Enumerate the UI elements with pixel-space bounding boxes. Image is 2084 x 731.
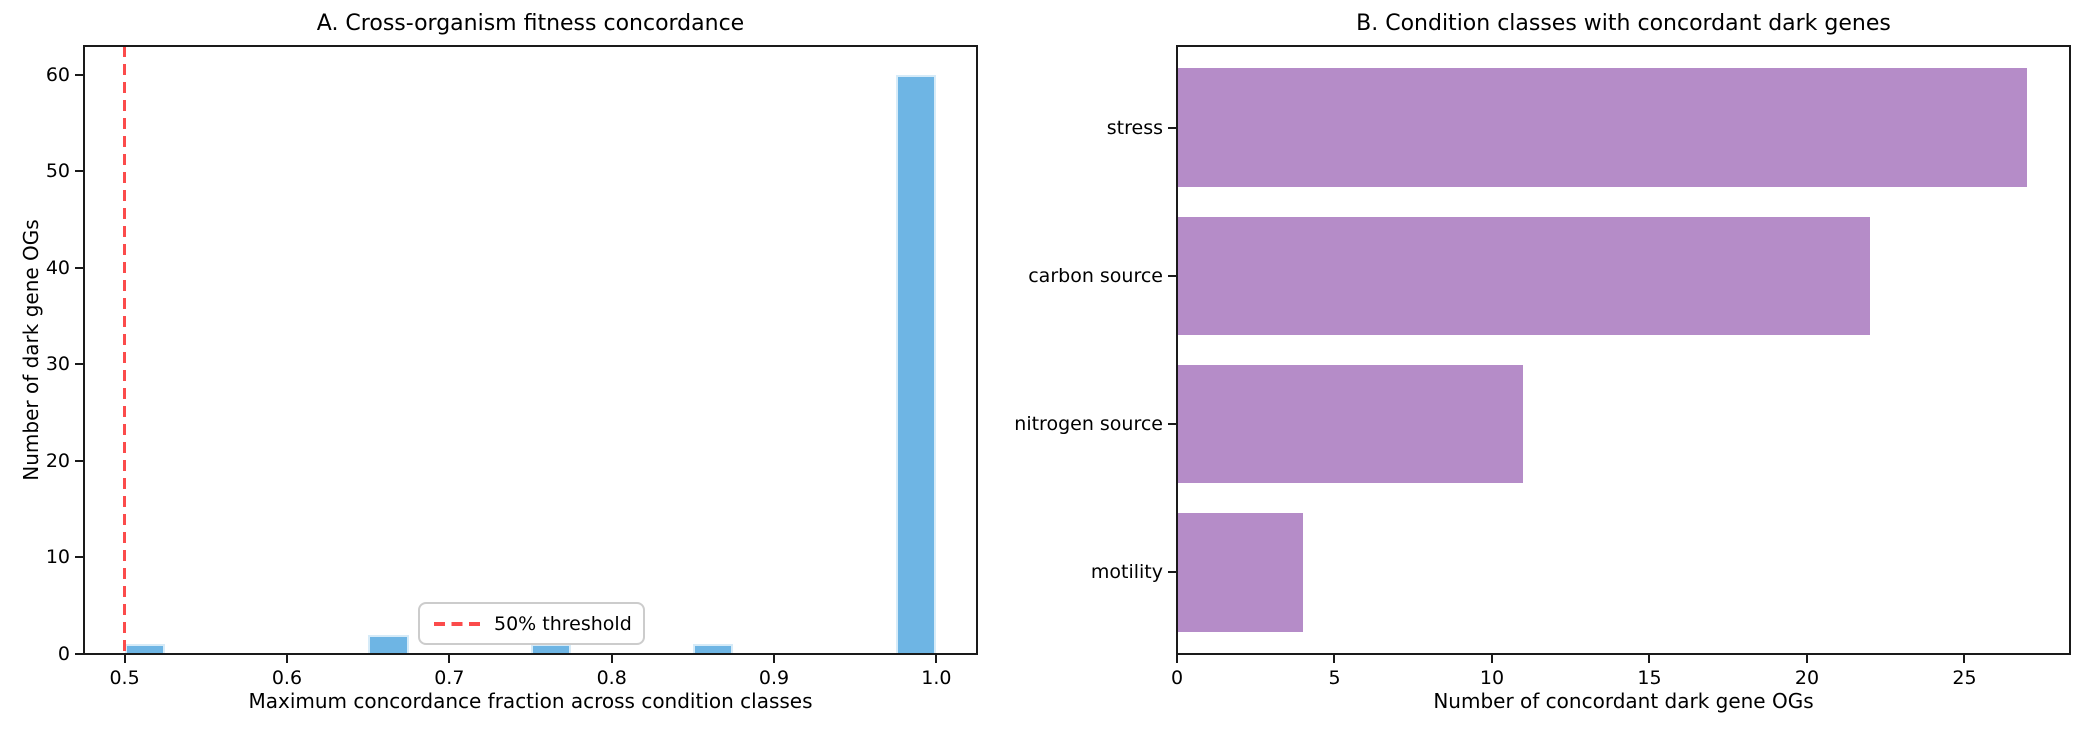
panel-a-x-axis-label: Maximum concordance fraction across cond…	[248, 689, 813, 713]
x-tick-label: 5	[1328, 667, 1341, 689]
y-tick-mark	[75, 459, 84, 462]
panel-a-title: A. Cross-organism fitness concordance	[316, 11, 745, 36]
panel-a-frame	[83, 45, 978, 655]
x-tick-label: 0.5	[109, 667, 140, 689]
y-tick-mark	[1168, 423, 1177, 426]
barh-bar-motility	[1177, 513, 1303, 632]
y-tick-mark	[75, 73, 84, 76]
barh-bar-nitrogen-source	[1177, 364, 1524, 484]
legend-box: 50% threshold	[418, 602, 645, 645]
hist-bar	[368, 634, 409, 654]
legend-label: 50% threshold	[494, 612, 632, 635]
y-tick-mark	[75, 556, 84, 559]
x-tick-label: 10	[1479, 667, 1505, 689]
x-tick-mark	[1176, 654, 1178, 663]
panel-b-title: B. Condition classes with concordant dar…	[1356, 11, 1891, 36]
y-tick-label: 10	[45, 546, 70, 569]
x-tick-label: 0.8	[596, 667, 627, 689]
category-label: nitrogen source	[1014, 413, 1163, 436]
x-tick-label: 25	[1952, 667, 1977, 689]
x-tick-label: 20	[1794, 667, 1820, 689]
x-tick-label: 0.6	[271, 667, 303, 689]
x-tick-mark	[1963, 654, 1966, 663]
threshold-line	[123, 46, 127, 654]
category-label: carbon source	[1028, 264, 1163, 287]
x-tick-mark	[1490, 654, 1493, 663]
category-label: stress	[1106, 116, 1163, 139]
hist-bar	[530, 644, 572, 654]
x-tick-label: 1.0	[921, 667, 952, 689]
hist-bar	[124, 644, 166, 654]
barh-bar-stress	[1177, 68, 2028, 187]
x-tick-mark	[935, 654, 938, 663]
hist-bar	[895, 74, 937, 654]
x-tick-mark	[448, 654, 451, 663]
y-tick-label: 30	[45, 353, 70, 376]
y-tick-mark	[75, 170, 84, 173]
x-tick-mark	[1805, 654, 1808, 663]
y-tick-label: 50	[45, 160, 70, 183]
category-label: motility	[1090, 561, 1163, 584]
x-tick-mark	[1648, 654, 1651, 663]
x-tick-mark	[285, 654, 288, 663]
y-tick-mark	[75, 363, 84, 366]
x-tick-mark	[610, 654, 613, 663]
x-tick-mark	[1333, 654, 1336, 663]
x-tick-label: 0	[1170, 667, 1184, 689]
y-tick-mark	[75, 266, 84, 269]
x-tick-mark	[123, 654, 126, 663]
hist-bar	[692, 644, 734, 654]
y-tick-label: 60	[45, 63, 70, 86]
x-tick-label: 0.7	[434, 667, 465, 689]
y-tick-mark	[1168, 571, 1177, 574]
x-tick-mark	[773, 654, 776, 663]
threshold-line-legend-sample	[434, 621, 480, 626]
barh-bar-carbon-source	[1177, 216, 1870, 336]
y-tick-mark	[1168, 126, 1177, 129]
y-tick-mark	[75, 653, 84, 655]
x-tick-label: 0.9	[758, 667, 790, 689]
y-tick-mark	[1168, 274, 1177, 277]
panel-b-x-axis-label: Number of concordant dark gene OGs	[1433, 689, 1814, 713]
y-tick-label: 0	[57, 643, 70, 665]
y-tick-label: 40	[45, 256, 70, 279]
y-tick-label: 20	[45, 449, 70, 472]
x-tick-label: 15	[1637, 667, 1662, 689]
